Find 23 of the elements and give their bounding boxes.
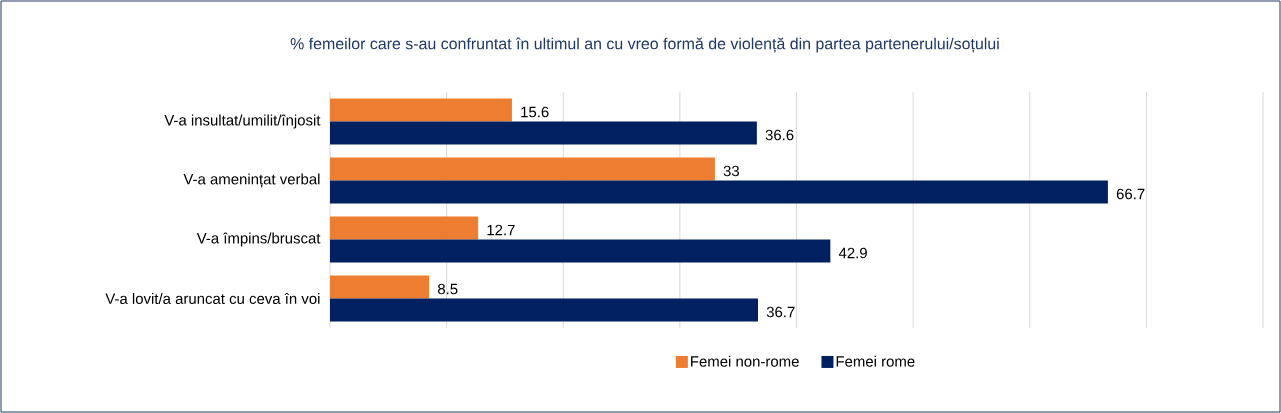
y-tick-label: V-a împins/bruscat [196,232,321,247]
y-tick-label: V-a amenințat verbal [183,173,320,188]
data-label: 36.6 [765,129,794,141]
data-label: 36.7 [766,306,795,318]
y-tick-label: V-a insultat/umilit/înjosit [164,114,321,129]
data-label: 12.7 [487,224,515,236]
legend-label: Femei rome [836,355,915,367]
bar [330,98,512,122]
legend-label: Femei non-rome [691,355,799,367]
chart-title: % femeilor care s-au confruntat în ultimul an cu vreo formă de violență din partea partenerului/soțului [290,37,999,53]
bar [330,180,1108,204]
bar [330,216,479,240]
bar [330,298,759,322]
data-label: 33 [723,165,740,177]
data-label: 42.9 [838,247,867,259]
data-label: 15.6 [521,106,549,118]
bar [330,239,831,263]
data-label: 66.7 [1116,188,1145,200]
bar [330,157,715,181]
data-label: 8.5 [437,283,458,295]
bar [330,121,757,145]
y-tick-label: V-a lovit/a aruncat cu ceva în voi [105,292,320,305]
bar [330,275,430,299]
